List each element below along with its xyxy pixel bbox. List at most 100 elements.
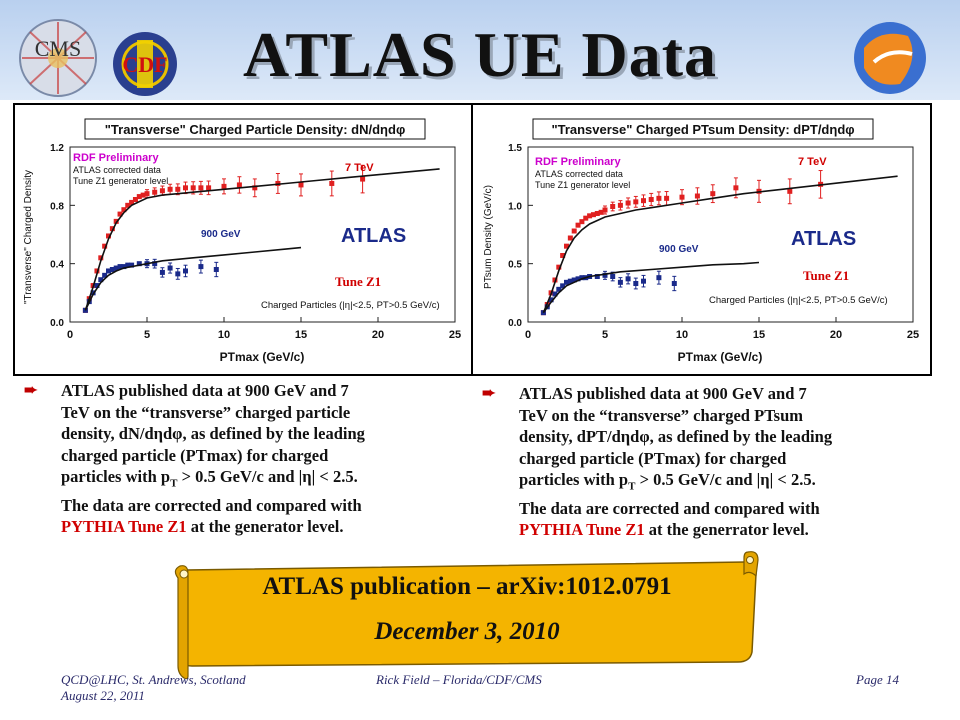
- plot-frame: [527, 146, 914, 323]
- bullet-line: density, dPT/dηdφ, as defined by the lea…: [519, 427, 833, 446]
- data-point: [129, 199, 135, 205]
- data-point: [679, 194, 685, 200]
- x-tick-label: 0: [525, 329, 531, 341]
- footer-date: August 22, 2011: [61, 688, 145, 703]
- data-point: [564, 279, 569, 285]
- tag-rdf: RDF Preliminary: [73, 152, 159, 164]
- data-point: [98, 255, 104, 261]
- tag-rdf: RDF Preliminary: [535, 156, 621, 168]
- data-point: [109, 226, 115, 232]
- arrow-right-icon: ➨: [482, 385, 496, 402]
- data-point: [183, 185, 188, 191]
- tag-tune: Tune Z1: [335, 274, 381, 289]
- data-point: [175, 186, 181, 192]
- tag-atlas: ATLAS: [341, 225, 406, 247]
- x-tick-label: 15: [295, 329, 307, 341]
- bullet-line: particles with pT > 0.5 GeV/c and |η| < …: [519, 470, 816, 493]
- data-point: [136, 261, 142, 267]
- tag-900gev: 900 GeV: [201, 229, 241, 240]
- footer-left: QCD@LHC, St. Andrews, Scotland August 22…: [61, 672, 246, 704]
- bullet-line: ATLAS published data at 900 GeV and 7: [519, 384, 807, 403]
- data-point: [144, 191, 150, 197]
- chart-title-box: [84, 118, 426, 140]
- data-point: [94, 268, 100, 274]
- x-axis-label: PTmax (GeV/c): [220, 350, 305, 364]
- data-point: [594, 274, 600, 279]
- bullet-left: ➨ ATLAS published data at 900 GeV and 7 …: [24, 380, 461, 538]
- data-point: [329, 180, 335, 186]
- data-point: [694, 193, 700, 199]
- x-tick-label: 5: [602, 329, 608, 341]
- plot-frame: [69, 146, 456, 323]
- data-point: [567, 235, 573, 241]
- data-point: [633, 281, 639, 286]
- bullet-line: charged particle (PTmax) for charged: [519, 448, 787, 468]
- data-point: [136, 194, 142, 200]
- y-tick-label: 0.0: [508, 318, 522, 329]
- data-point: [113, 265, 119, 271]
- data-point: [571, 277, 577, 283]
- florida-logo: [854, 22, 926, 94]
- data-point: [671, 281, 677, 286]
- data-point: [602, 207, 608, 213]
- data-point: [213, 267, 219, 272]
- data-point: [656, 195, 662, 201]
- publication-title: ATLAS publication – arXiv:1012.0791: [262, 573, 672, 600]
- data-point: [360, 176, 366, 182]
- y-axis-label: "Transverse" Charged Density: [23, 170, 34, 304]
- data-point: [556, 264, 562, 270]
- svg-text:CDF: CDF: [122, 52, 167, 77]
- data-point: [117, 264, 123, 270]
- publication-scroll: [174, 551, 759, 680]
- data-point: [106, 268, 111, 274]
- chart-title-box: [532, 118, 874, 140]
- data-point: [117, 211, 123, 217]
- data-point: [113, 218, 119, 224]
- data-point: [641, 198, 646, 204]
- publication-date: December 3, 2010: [374, 618, 560, 645]
- footer-author: Rick Field – Florida/CDF/CMS: [376, 672, 542, 687]
- data-point: [583, 215, 589, 221]
- data-point: [167, 265, 173, 271]
- data-point: [236, 182, 242, 188]
- data-point: [175, 271, 181, 277]
- data-point: [560, 253, 566, 258]
- bullet-line: TeV on the “transverse” charged PTsum: [519, 405, 804, 425]
- data-point: [564, 243, 569, 249]
- tune-z1-curve: [84, 246, 302, 311]
- data-point: [159, 269, 165, 275]
- data-point: [109, 267, 115, 272]
- data-point: [94, 283, 100, 289]
- data-point: [664, 195, 670, 201]
- tag-atlas: ATLAS: [791, 228, 856, 250]
- data-point: [252, 185, 258, 191]
- data-point: [617, 279, 623, 285]
- data-point: [598, 209, 604, 215]
- data-point: [183, 268, 188, 274]
- chart-title: "Transverse" Charged Particle Density: d…: [105, 122, 406, 137]
- data-point: [610, 274, 616, 279]
- data-point: [102, 272, 108, 278]
- slide-title: ATLAS UE Data: [242, 19, 718, 90]
- bullet-right: ➨ ATLAS published data at 900 GeV and 7 …: [482, 383, 919, 541]
- data-point: [590, 212, 596, 218]
- data-point: [90, 290, 96, 296]
- data-point: [567, 278, 573, 284]
- bullet-line: ATLAS published data at 900 GeV and 7: [61, 381, 349, 400]
- data-point: [298, 182, 304, 188]
- data-point: [152, 189, 158, 195]
- data-point: [587, 213, 593, 219]
- data-point: [198, 185, 204, 191]
- data-point: [121, 207, 127, 213]
- chart-panel-right: "Transverse" Charged PTsum Density: dPT/…: [471, 103, 932, 376]
- data-point: [548, 297, 554, 303]
- tag-cuts: Charged Particles (|η|<2.5, PT>0.5 GeV/c…: [709, 295, 888, 306]
- x-tick-label: 10: [218, 329, 230, 341]
- data-point: [125, 202, 131, 208]
- tune-z1-curve: [542, 261, 760, 314]
- y-tick-label: 0.8: [50, 201, 64, 212]
- data-point: [656, 275, 662, 281]
- data-point: [125, 262, 131, 268]
- data-point: [617, 202, 623, 208]
- bullet-line: The data are corrected and compared with: [61, 495, 362, 515]
